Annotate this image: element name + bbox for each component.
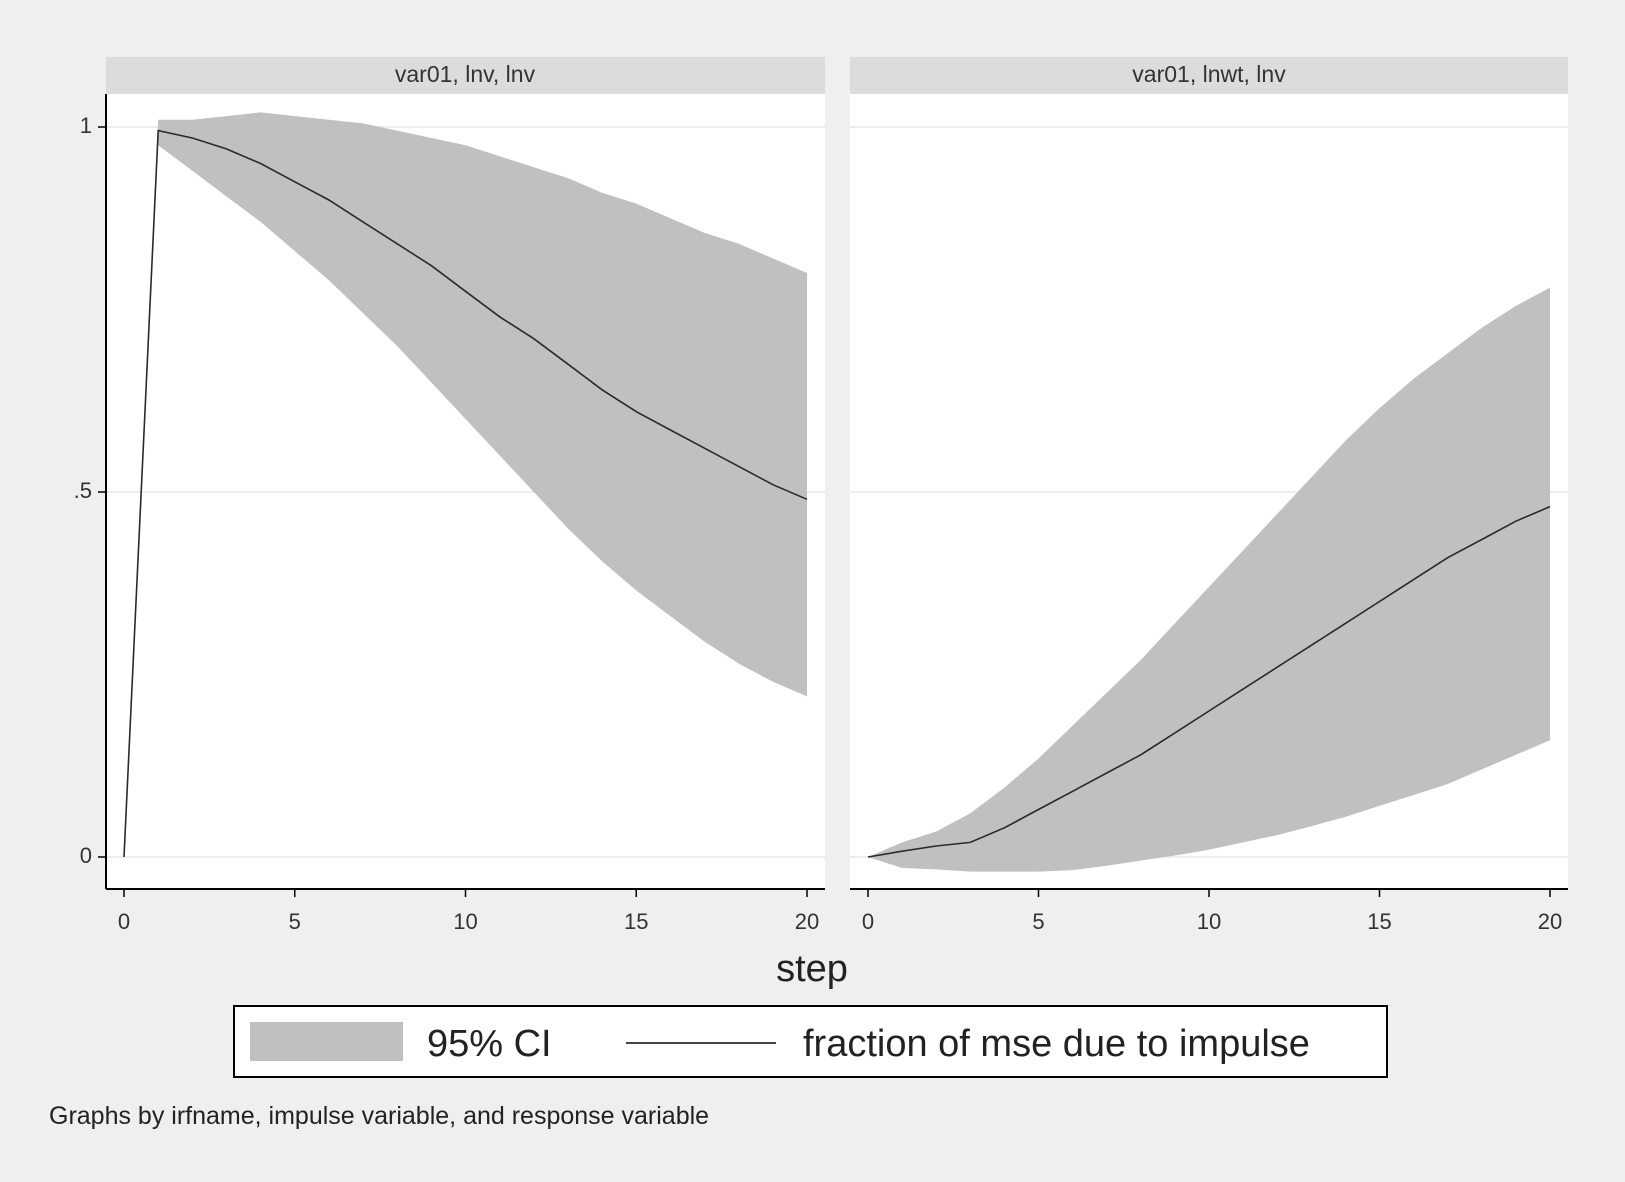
panel-2-x-ticks: 0 5 10 15 20 xyxy=(862,889,1562,934)
panel-1-fraction-line xyxy=(123,129,808,858)
legend-ci-label: 95% CI xyxy=(427,1023,552,1065)
legend: 95% CI fraction of mse due to impulse xyxy=(233,1005,1388,1078)
x-tick-label-10: 10 xyxy=(1197,909,1221,934)
x-tick-label-10: 10 xyxy=(453,909,477,934)
panel-1-strip xyxy=(106,57,825,94)
panel-2-title: var01, lnwt, lnv xyxy=(1132,61,1286,87)
legend-box xyxy=(233,1005,1388,1078)
y-tick-label-0.5: .5 xyxy=(74,478,92,503)
panel-2: var01, lnwt, lnv 0 5 10 15 20 xyxy=(850,57,1568,934)
panel-1-ci-band xyxy=(124,112,807,857)
panel-1: var01, lnv, lnv 0 .5 1 0 5 10 15 20 xyxy=(74,57,825,934)
panel-2-fraction-line xyxy=(867,505,1551,858)
y-tick-label-1: 1 xyxy=(80,113,92,138)
x-tick-label-5: 5 xyxy=(289,909,301,934)
legend-ci-swatch xyxy=(250,1022,403,1061)
panel-2-strip xyxy=(850,57,1568,94)
panel-1-x-ticks: 0 5 10 15 20 xyxy=(118,889,819,934)
panel-2-ci-band xyxy=(868,287,1550,872)
x-tick-label-0: 0 xyxy=(862,909,874,934)
x-tick-label-15: 15 xyxy=(1367,909,1391,934)
x-tick-label-20: 20 xyxy=(1538,909,1562,934)
y-tick-label-0: 0 xyxy=(80,843,92,868)
graph-note: Graphs by irfname, impulse variable, and… xyxy=(49,1102,709,1130)
x-tick-label-0: 0 xyxy=(118,909,130,934)
x-tick-label-5: 5 xyxy=(1032,909,1044,934)
legend-line-label: fraction of mse due to impulse xyxy=(803,1023,1310,1065)
panel-1-y-ticks: 0 .5 1 xyxy=(74,113,106,868)
x-axis-label: step xyxy=(776,948,848,990)
x-tick-label-15: 15 xyxy=(624,909,648,934)
x-tick-label-20: 20 xyxy=(795,909,819,934)
panel-1-title: var01, lnv, lnv xyxy=(395,61,536,87)
